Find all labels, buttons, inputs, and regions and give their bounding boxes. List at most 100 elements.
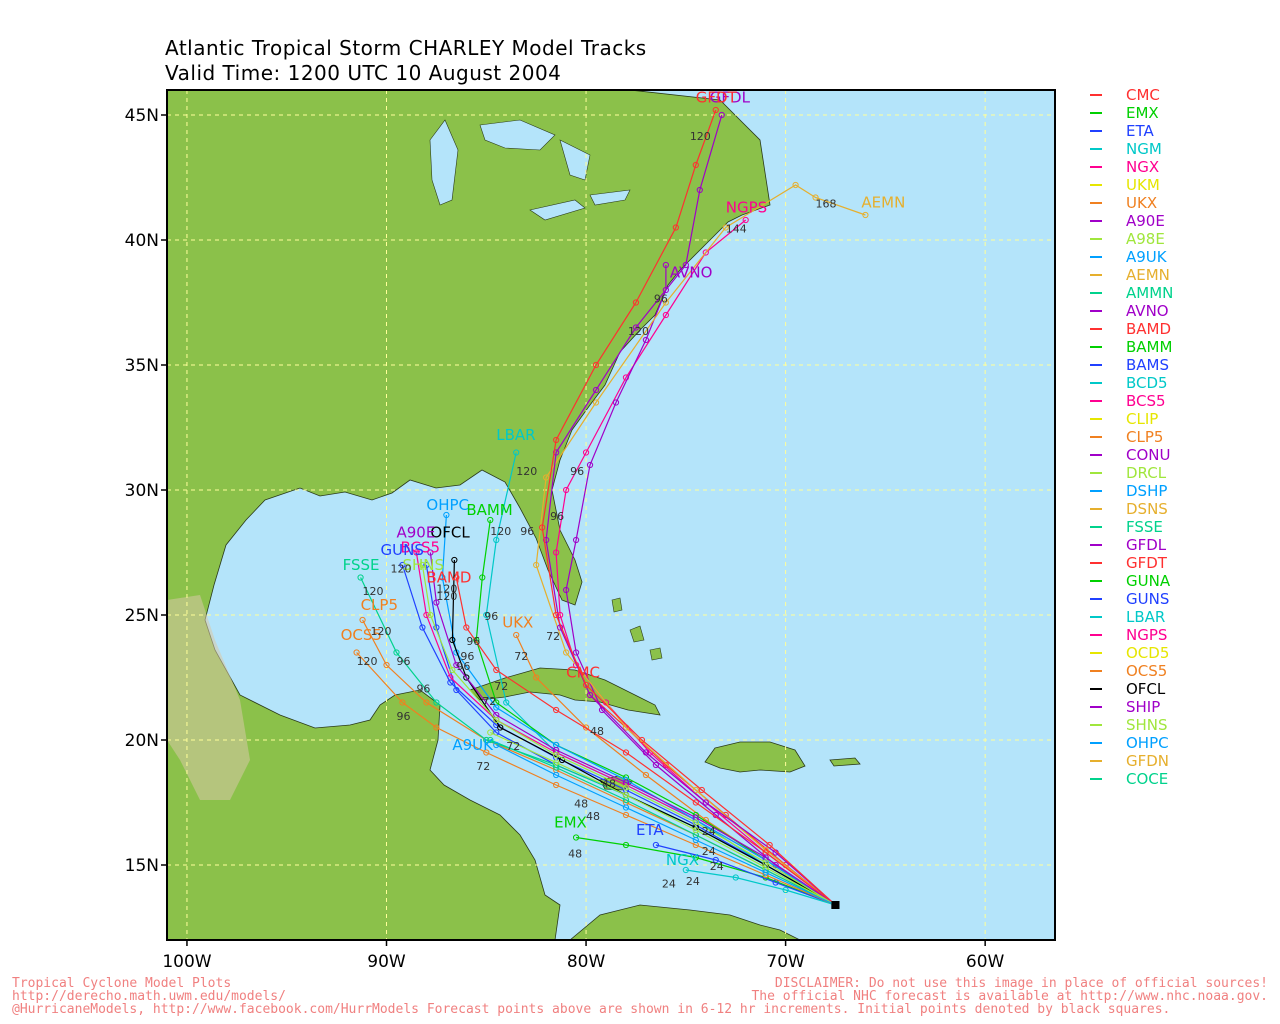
legend-item: AVNO [1088,302,1278,320]
legend-swatch [1090,400,1102,402]
forecast-hour-label: 24 [702,845,716,858]
forecast-hour-label: 96 [484,610,498,623]
legend-label: UKX [1126,194,1158,212]
forecast-hour-label: 24 [710,860,724,873]
legend-swatch [1090,778,1102,780]
legend-swatch [1090,688,1102,690]
mexico-highlands [167,595,250,800]
track-bamd [455,577,836,906]
track-point [718,111,725,119]
track-point [553,759,560,766]
forecast-hour-label: 144 [726,223,747,236]
track-point [493,536,500,544]
lat-tick-label: 20N [125,731,159,751]
legend-swatch [1090,382,1102,384]
south-america [569,904,801,940]
track-point [702,799,709,806]
legend-item: CLIP [1088,410,1278,428]
track-point [487,516,494,524]
track-point [592,386,600,394]
track-point [553,781,560,789]
track-point [572,536,580,544]
track-point [483,611,490,619]
track-point [582,681,590,689]
track-point [662,299,669,306]
footer-site-name: Tropical Cyclone Model Plots [12,976,232,991]
legend-item: CONU [1088,446,1278,464]
legend-swatch [1090,184,1102,186]
lon-tick-label: 70W [766,952,805,972]
lat-tick-label: 40N [125,231,159,251]
legend-swatch [1090,508,1102,510]
legend-item: DSNS [1088,500,1278,518]
track-label: ETA [636,821,664,839]
legend-label: SHNS [1126,716,1168,734]
forecast-hour-label: 96 [396,710,410,723]
forecast-hour-label: 72 [506,740,520,753]
legend-label: CLIP [1126,410,1159,428]
forecast-hour-label: 120 [371,625,392,638]
legend-item: DRCL [1088,464,1278,482]
track-label: AVNO [670,264,713,282]
track-point [582,724,590,731]
legend-item: GUNS [1088,590,1278,608]
plot-frame [166,89,1056,941]
model-tracks [353,106,869,909]
track-label: BAMD [426,569,471,587]
track-point [622,841,630,849]
legend-swatch [1090,292,1102,294]
track-point [572,834,580,841]
track-point [493,704,500,711]
legend-label: OFCL [1126,680,1166,698]
legend-item: FSSE [1088,518,1278,536]
legend-label: SHIP [1126,698,1161,716]
legend-label: CLP5 [1126,428,1164,446]
track-point [622,811,630,819]
track-label: CMC [566,664,600,682]
track-point [712,856,719,864]
bahamas [611,597,663,661]
legend-label: GFDN [1126,752,1170,770]
track-point [622,804,630,811]
track-point [682,866,689,874]
legend-label: LBAR [1126,608,1166,626]
track-point [533,674,540,681]
track-point [586,691,594,699]
legend-swatch [1090,706,1102,708]
lon-tick-label: 60W [966,952,1005,972]
track-avno [565,265,836,906]
forecast-hour-label: 96 [416,683,430,696]
track-point [487,729,494,736]
track-emx [576,836,836,906]
track-point [357,574,364,581]
track-point [782,886,789,894]
track-label: BCS5 [400,539,440,557]
legend-swatch [1090,256,1102,258]
legend-label: BCD5 [1126,374,1168,392]
legend-label: GFDL [1126,536,1167,554]
track-point [427,549,434,556]
track-point [503,699,510,706]
legend-label: DRCL [1126,464,1167,482]
legend-label: OCS5 [1126,662,1168,680]
track-point [493,716,500,724]
legend-item: A90E [1088,212,1278,230]
legend-label: NGPS [1126,626,1168,644]
track-point [692,786,699,794]
legend-item: COCE [1088,770,1278,788]
legend-label: DSNS [1126,500,1168,518]
legend-item: UKM [1088,176,1278,194]
north-america-landmass [167,90,771,940]
legend-item: BCS5 [1088,392,1278,410]
footer-site-url[interactable]: http://derecho.math.uwm.edu/models/ [12,989,286,1004]
track-a98e [490,731,836,906]
lon-tick-label: 90W [367,952,406,972]
legend-label: BAMS [1126,356,1170,374]
legend-swatch [1090,364,1102,366]
legend-swatch [1090,742,1102,744]
track-point [692,161,699,169]
track-point [383,661,390,669]
track-point [479,574,486,581]
legend-swatch [1090,544,1102,546]
track-point [443,511,450,519]
